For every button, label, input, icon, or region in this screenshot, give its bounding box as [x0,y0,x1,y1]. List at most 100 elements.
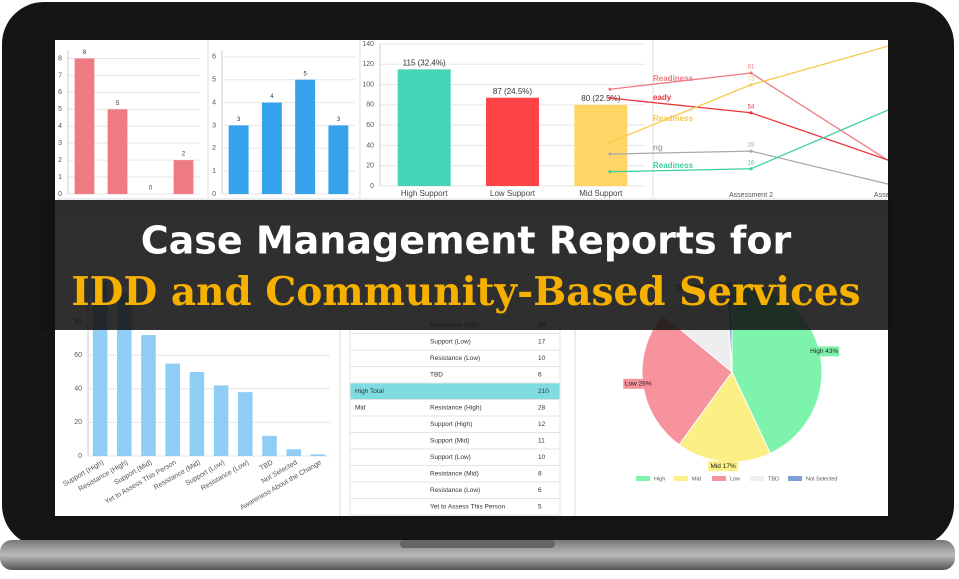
table-row [349,366,561,384]
data-label: 87 (24.5%) [493,87,532,96]
table-cell: 28 [538,404,546,411]
y-tick-label: 5 [212,77,216,84]
table-cell: Resistance (High) [430,404,482,411]
screen-content: 0123456788502012345634530204060801001201… [57,40,910,516]
y-tick-label: 40 [74,386,82,393]
point [749,111,753,115]
data-label: 3 [337,117,341,123]
table-cell: Support (Mid) [430,437,469,444]
point [749,83,753,87]
x-tick-label: High Support [401,189,448,198]
bar [141,335,156,456]
y-tick-label: 1 [212,168,216,175]
table-cell: 5 [538,503,542,510]
legend-swatch [674,476,688,481]
data-label: Mid 17% [710,463,736,470]
y-tick-label: 100 [362,81,374,88]
y-tick-label: 40 [366,142,374,149]
y-tick-label: 6 [58,89,62,96]
y-tick-label: 7 [58,72,62,79]
y-tick-label: 3 [58,140,62,147]
y-tick-label: 2 [212,145,216,152]
table-cell: Support (Low) [430,454,471,461]
table-cell: Resistance (Low) [430,487,480,494]
series-label: eady [653,93,672,102]
y-tick-label: 60 [366,122,374,129]
point [608,170,612,174]
series-label: Readiness [653,74,694,83]
data-label: 115 (32.4%) [403,58,446,67]
x-tick-label: Low Support [490,189,536,198]
table-cell: 10 [538,454,546,461]
y-tick-label: 1 [58,174,62,181]
y-tick-label: 0 [370,183,374,190]
y-tick-label: 3 [212,122,216,129]
data-label: 54 [748,104,755,110]
y-tick-label: 5 [58,106,62,113]
y-tick-label: 2 [58,157,62,164]
bar [261,102,282,194]
table-cell: 10 [538,355,546,362]
bar [328,125,349,194]
label-box [809,346,840,357]
bar [173,160,194,194]
y-tick-label: 6 [212,54,216,61]
legend-swatch [712,476,726,481]
series-label: ng [653,143,663,152]
table-cell: 8 [538,470,542,477]
table-cell: 11 [538,437,545,444]
table-row [349,498,561,516]
data-label: 2 [182,152,186,158]
table-cell: Resistance (Mid) [430,470,479,477]
data-label: 81 [748,65,755,71]
bar [74,58,95,195]
y-tick-label: 0 [58,191,62,198]
bar [228,125,249,194]
data-label: High 43% [810,348,838,355]
point [608,152,612,156]
data-label: Low 26% [625,381,652,388]
bar [213,385,229,456]
y-tick-label: 140 [362,41,374,48]
point [749,149,753,153]
y-tick-label: 0 [78,453,82,460]
point [608,87,612,91]
y-tick-label: 20 [366,163,374,170]
legend-label: Low [730,476,740,482]
legend-label: High [654,476,665,482]
data-label: 73 [748,76,755,82]
bar [397,69,451,186]
data-label: 0 [149,186,153,192]
legend-swatch [636,476,650,481]
table-cell: 17 [538,338,546,345]
bar [117,293,132,456]
table-cell: Support (Low) [430,338,471,345]
banner-subtitle: IDD and Community-Based Services [71,269,860,315]
table-cell: Resistance (Low) [430,355,480,362]
banner [40,200,892,330]
bar [238,392,253,456]
x-tick-label: Assessmen [874,192,910,199]
laptop-notch [400,540,555,548]
table-cell: 6 [538,371,542,378]
point [749,167,753,171]
bar [574,104,628,186]
y-tick-label: 60 [74,352,82,359]
legend-label: Mid [692,476,701,482]
bar [107,109,128,194]
data-label: 8 [83,50,87,56]
legend-swatch [750,476,764,481]
y-tick-label: 80 [366,102,374,109]
bar [310,454,326,456]
bar [165,363,180,456]
table-cell: High Total [355,388,384,395]
data-label: 5 [116,101,120,107]
table-cell: Yet to Assess This Person [430,503,506,510]
legend-label: Not Selected [806,476,838,482]
y-tick-label: 20 [74,419,82,426]
bar [286,449,301,456]
data-label: 80 (22.5%) [581,94,620,103]
data-label: 28 [748,143,755,149]
